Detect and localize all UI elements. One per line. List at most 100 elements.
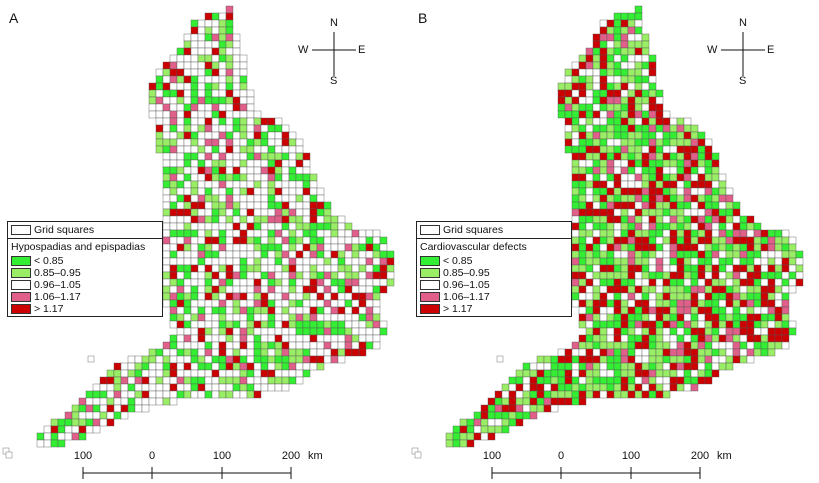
- grid-square: [613, 355, 622, 364]
- grid-square: [316, 348, 325, 357]
- grid-square: [767, 348, 776, 357]
- grid-square: [697, 145, 706, 154]
- grid-square: [655, 362, 664, 371]
- grid-square: [120, 404, 129, 413]
- grid-square: [344, 341, 353, 350]
- grid-square: [281, 180, 290, 189]
- grid-square: [627, 369, 636, 378]
- grid-square: [337, 327, 346, 336]
- grid-square: [641, 299, 650, 308]
- grid-square: [365, 341, 374, 350]
- grid-square: [358, 285, 367, 294]
- grid-square: [669, 131, 678, 140]
- grid-square: [316, 208, 325, 217]
- grid-square: [662, 201, 671, 210]
- grid-square: [606, 369, 615, 378]
- grid-square: [718, 229, 727, 238]
- grid-square: [176, 131, 185, 140]
- grid-square: [106, 418, 115, 427]
- grid-square: [711, 194, 720, 203]
- grid-square: [330, 222, 339, 231]
- grid-square: [197, 194, 206, 203]
- grid-square: [718, 285, 727, 294]
- grid-square: [162, 215, 171, 224]
- grid-square: [176, 334, 185, 343]
- grid-square: [669, 313, 678, 322]
- grid-square: [211, 222, 220, 231]
- grid-square: [599, 152, 608, 161]
- grid-square: [253, 320, 262, 329]
- grid-square: [767, 250, 776, 259]
- grid-square: [232, 159, 241, 168]
- grid-square: [267, 173, 276, 182]
- grid-square: [578, 96, 587, 105]
- grid-square: [592, 313, 601, 322]
- grid-square: [211, 159, 220, 168]
- grid-square: [113, 376, 122, 385]
- grid-square: [781, 292, 790, 301]
- grid-square: [613, 47, 622, 56]
- grid-square: [599, 96, 608, 105]
- grid-square: [739, 306, 748, 315]
- grid-square: [302, 334, 311, 343]
- grid-square: [613, 152, 622, 161]
- grid-square: [176, 152, 185, 161]
- grid-square: [190, 376, 199, 385]
- grid-square: [183, 236, 192, 245]
- panel-label: A: [9, 10, 19, 26]
- scale-line: [82, 467, 292, 479]
- grid-square: [620, 264, 629, 273]
- grid-square: [606, 68, 615, 77]
- grid-square: [641, 264, 650, 273]
- grid-square: [379, 250, 388, 259]
- grid-square: [155, 131, 164, 140]
- grid-square: [732, 278, 741, 287]
- grid-square: [529, 362, 538, 371]
- grid-square: [239, 138, 248, 147]
- grid-square: [585, 173, 594, 182]
- grid-square: [634, 33, 643, 42]
- grid-square: [204, 264, 213, 273]
- grid-square: [613, 215, 622, 224]
- grid-square: [274, 138, 283, 147]
- grid-square: [739, 299, 748, 308]
- grid-square: [606, 334, 615, 343]
- grid-square: [606, 103, 615, 112]
- grid-square: [197, 75, 206, 84]
- grid-square: [725, 285, 734, 294]
- grid-square: [592, 292, 601, 301]
- grid-square: [134, 362, 143, 371]
- grid-square: [302, 208, 311, 217]
- grid-square: [585, 222, 594, 231]
- grid-square: [592, 306, 601, 315]
- grid-square: [606, 376, 615, 385]
- grid-square: [634, 341, 643, 350]
- grid-square: [183, 355, 192, 364]
- grid-square: [739, 264, 748, 273]
- grid-square: [225, 138, 234, 147]
- grid-square: [655, 390, 664, 399]
- grid-square: [148, 355, 157, 364]
- grid-square: [309, 320, 318, 329]
- grid-square: [204, 229, 213, 238]
- grid-square: [662, 257, 671, 266]
- grid-square: [627, 257, 636, 266]
- grid-square: [176, 229, 185, 238]
- grid-square: [239, 243, 248, 252]
- grid-square: [585, 341, 594, 350]
- grid-square: [774, 271, 783, 280]
- grid-square: [739, 320, 748, 329]
- grid-square: [571, 397, 580, 406]
- grid-square: [578, 166, 587, 175]
- grid-square: [260, 285, 269, 294]
- grid-square: [445, 439, 454, 448]
- grid-square: [358, 348, 367, 357]
- grid-square: [592, 222, 601, 231]
- grid-square: [162, 229, 171, 238]
- grid-square: [564, 96, 573, 105]
- grid-square: [655, 201, 664, 210]
- grid-square: [344, 348, 353, 357]
- grid-square: [571, 222, 580, 231]
- grid-square: [78, 425, 87, 434]
- grid-square: [648, 159, 657, 168]
